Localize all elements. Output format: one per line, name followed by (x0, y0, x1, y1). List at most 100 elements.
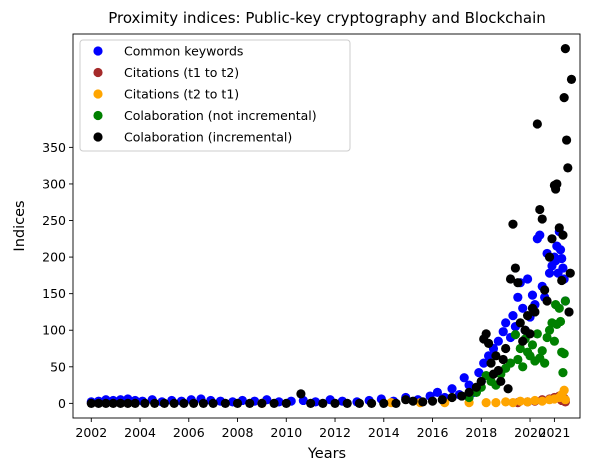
data-point (542, 332, 552, 343)
data-point (366, 398, 377, 408)
legend: Common keywords Citations (t1 to t2) Citat… (79, 39, 351, 152)
data-point (552, 179, 562, 189)
data-point (498, 327, 508, 337)
data-point (342, 398, 352, 408)
y-tick-label: 350 (42, 140, 66, 155)
data-point (508, 219, 518, 229)
data-point (481, 329, 491, 339)
data-point (318, 398, 328, 408)
data-point (123, 398, 133, 408)
data-point (557, 253, 567, 264)
data-point (549, 336, 560, 346)
data-point (540, 285, 550, 295)
legend-marker (93, 110, 103, 121)
data-point (557, 275, 567, 286)
data-point (447, 392, 457, 403)
data-point (476, 376, 486, 387)
data-point (493, 365, 503, 376)
y-tick-label: 200 (42, 250, 66, 265)
data-point (220, 398, 230, 408)
data-point (559, 385, 569, 395)
data-point (558, 230, 568, 240)
data-point (140, 398, 150, 408)
data-point (513, 292, 523, 302)
x-tick-label: 2020 (514, 425, 546, 440)
data-point (437, 395, 447, 405)
data-point (503, 384, 513, 394)
data-point (522, 397, 533, 407)
legend-marker (93, 89, 103, 99)
data-point (432, 387, 443, 397)
data-point (115, 398, 126, 408)
data-point (86, 398, 96, 408)
legend-marker (93, 67, 103, 78)
plot-frame (72, 33, 581, 419)
data-point (532, 329, 542, 339)
data-point (491, 351, 501, 361)
data-point (486, 358, 496, 368)
data-point (518, 303, 528, 313)
data-point (296, 389, 306, 399)
data-point (179, 398, 189, 408)
data-point (189, 398, 199, 408)
data-point (535, 230, 545, 240)
data-point (530, 307, 540, 317)
data-point (525, 329, 535, 339)
data-point (566, 74, 577, 84)
x-tick-label: 2014 (368, 425, 400, 440)
data-point (474, 368, 484, 378)
data-point (518, 362, 528, 372)
data-point (540, 358, 550, 368)
data-point (150, 398, 160, 408)
data-point (306, 398, 316, 408)
legend-label: Colaboration (not incremental) (124, 108, 317, 123)
y-axis-label: Indices (12, 200, 28, 251)
data-point (391, 398, 401, 408)
data-point (108, 398, 118, 408)
data-point (464, 387, 474, 397)
data-point (544, 252, 555, 262)
data-point (560, 395, 570, 405)
data-point (558, 263, 568, 273)
data-point (527, 340, 538, 350)
data-point (505, 358, 516, 368)
data-point (513, 354, 523, 365)
data-point (408, 396, 418, 406)
data-point (561, 135, 572, 145)
data-point (493, 336, 503, 346)
data-point (447, 384, 457, 394)
data-point (542, 296, 552, 306)
legend-marker (93, 46, 103, 56)
series-points (464, 296, 570, 403)
data-point (537, 396, 547, 406)
data-point (554, 223, 564, 233)
data-point (208, 398, 218, 408)
data-point (245, 398, 255, 408)
data-point (559, 93, 569, 103)
x-tick-label: 2006 (173, 425, 205, 440)
data-point (169, 398, 179, 408)
series-points (86, 44, 577, 408)
y-tick-label: 50 (50, 359, 66, 374)
y-tick-label: 0 (58, 396, 66, 411)
data-point (527, 290, 538, 300)
legend-label: Citations (t2 to t1) (124, 87, 239, 102)
data-point (537, 346, 547, 356)
data-point (510, 263, 521, 273)
data-point (101, 398, 111, 408)
data-point (483, 338, 494, 348)
data-point (544, 325, 555, 335)
data-point (513, 278, 523, 288)
data-point (532, 119, 542, 129)
x-tick-label: 2004 (124, 425, 156, 440)
legend-frame (79, 39, 351, 152)
data-point (508, 398, 518, 408)
data-point (269, 398, 279, 408)
data-point (518, 336, 528, 346)
data-point (555, 245, 566, 255)
data-point (93, 398, 104, 408)
legend-label: Colaboration (incremental) (124, 130, 292, 145)
data-point (491, 398, 501, 408)
data-point (554, 303, 564, 313)
data-point (564, 307, 574, 317)
